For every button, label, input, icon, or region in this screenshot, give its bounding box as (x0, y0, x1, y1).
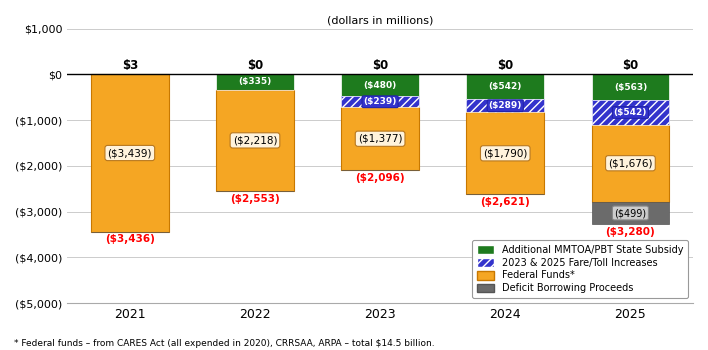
Text: $0: $0 (622, 59, 639, 72)
Text: ($542): ($542) (489, 82, 522, 91)
Text: $0: $0 (247, 59, 263, 72)
Text: ($542): ($542) (614, 108, 647, 117)
Bar (341, 107, 419, 170)
Bar (592, 74, 669, 100)
Text: ($335): ($335) (239, 77, 272, 86)
Bar (216, 90, 294, 191)
Text: ($2,218): ($2,218) (233, 135, 278, 145)
Bar (91, 74, 169, 232)
Title: (dollars in millions): (dollars in millions) (327, 15, 433, 25)
Text: ($239): ($239) (363, 97, 396, 106)
Text: $0: $0 (372, 59, 388, 72)
Text: ($3,436): ($3,436) (105, 234, 155, 244)
Bar (467, 112, 544, 194)
Text: ($2,621): ($2,621) (481, 197, 530, 207)
Bar (467, 74, 544, 99)
Text: ($499): ($499) (615, 208, 646, 218)
Bar (341, 74, 419, 96)
Text: ($1,790): ($1,790) (483, 148, 527, 158)
Bar (592, 202, 669, 224)
Text: ($289): ($289) (489, 101, 522, 110)
Bar (467, 99, 544, 112)
Bar (592, 125, 669, 202)
Text: ($480): ($480) (363, 81, 396, 90)
Text: ($1,377): ($1,377) (358, 134, 402, 144)
Bar (592, 100, 669, 125)
Text: ($2,096): ($2,096) (355, 173, 405, 183)
Text: $3: $3 (122, 59, 138, 72)
Text: ($2,553): ($2,553) (230, 194, 280, 204)
Text: ($3,439): ($3,439) (108, 148, 152, 158)
Legend: Additional MMTOA/PBT State Subsidy, 2023 & 2025 Fare/Toll Increases, Federal Fun: Additional MMTOA/PBT State Subsidy, 2023… (472, 240, 688, 298)
Text: ($563): ($563) (614, 83, 647, 92)
Text: * Federal funds – from CARES Act (all expended in 2020), CRRSAA, ARPA – total $1: * Federal funds – from CARES Act (all ex… (14, 339, 435, 348)
Text: ($3,280): ($3,280) (605, 227, 656, 237)
Text: ($1,676): ($1,676) (608, 158, 653, 168)
Bar (341, 96, 419, 107)
Bar (216, 74, 294, 90)
Bar (592, 100, 669, 125)
Bar (341, 96, 419, 107)
Text: $0: $0 (497, 59, 513, 72)
Bar (467, 99, 544, 112)
